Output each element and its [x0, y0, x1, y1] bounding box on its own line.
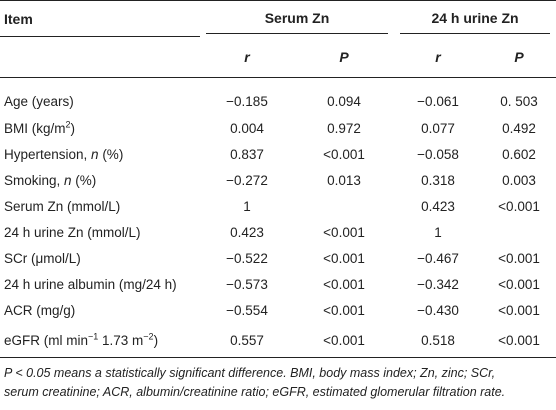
correlation-table: Item Serum Zn 24 h urine Zn r P r P Age … — [0, 0, 556, 358]
cell-r-urine: −0.467 — [417, 250, 459, 266]
cell-r-serum: −0.272 — [226, 172, 268, 188]
cell-p-serum: <0.001 — [323, 276, 365, 292]
cell-r-serum: 0.837 — [230, 146, 264, 162]
cell-p-urine: <0.001 — [498, 276, 540, 292]
cell-p-urine: <0.001 — [482, 323, 556, 358]
cell-r-urine: 0.318 — [421, 172, 455, 188]
row-label: SCr (μmol/L) — [4, 250, 81, 266]
table-row: BMI (kg/m2) 0.004 0.972 0.077 0.492 — [0, 115, 556, 141]
cell-r-serum: 0.004 — [230, 120, 264, 136]
table-row: Smoking, n (%) −0.272 0.013 0.318 0.003 — [0, 167, 556, 193]
cell-p-urine: 0. 503 — [500, 94, 538, 109]
header-urine-zn-label: 24 h urine Zn — [400, 10, 551, 35]
cell-p-serum: 0.013 — [327, 172, 361, 188]
cell-r-serum: −0.185 — [226, 94, 268, 109]
table-row: Age (years) −0.185 0.094 −0.061 0. 503 — [0, 78, 556, 116]
header-r-serum: r — [200, 36, 294, 78]
cell-r-serum: 0.557 — [200, 323, 294, 358]
row-label: Hypertension, n (%) — [4, 146, 124, 162]
row-label: 24 h urine albumin (mg/24 h) — [4, 276, 177, 292]
header-item: Item — [0, 0, 200, 37]
table-row: ACR (mg/g) −0.554 <0.001 −0.430 <0.001 — [0, 297, 556, 323]
cell-p-serum — [294, 193, 394, 219]
cell-r-urine: 1 — [434, 224, 442, 240]
header-row-stats: r P r P — [0, 36, 556, 78]
cell-r-urine: −0.061 — [417, 94, 459, 109]
header-urine-zn: 24 h urine Zn — [394, 0, 556, 37]
row-label: Age (years) — [4, 94, 74, 109]
cell-p-serum: <0.001 — [323, 224, 365, 240]
cell-p-urine: <0.001 — [498, 250, 540, 266]
cell-r-urine: 0.518 — [394, 323, 483, 358]
cell-r-serum: −0.573 — [226, 276, 268, 292]
cell-r-serum: −0.522 — [226, 250, 268, 266]
cell-r-serum: 1 — [243, 198, 251, 214]
cell-p-serum: <0.001 — [323, 146, 365, 162]
cell-p-urine: 0.003 — [502, 172, 536, 188]
cell-r-urine: −0.342 — [417, 276, 459, 292]
footnote-line-1: P < 0.05 means a statistically significa… — [4, 366, 496, 380]
footnote-line-2: serum creatinine; ACR, albumin/creatinin… — [4, 385, 506, 399]
cell-p-serum: 0.094 — [327, 94, 361, 109]
row-label: Serum Zn (mmol/L) — [4, 198, 121, 214]
row-label: BMI (kg/m2) — [4, 119, 76, 136]
cell-r-urine: 0.077 — [421, 120, 455, 136]
cell-r-urine: −0.430 — [417, 302, 459, 318]
cell-p-serum: 0.972 — [327, 120, 361, 136]
footnote: P < 0.05 means a statistically significa… — [4, 364, 552, 402]
cell-p-urine: 0.492 — [502, 120, 536, 136]
cell-p-serum: <0.001 — [323, 250, 365, 266]
cell-r-urine: 0.423 — [421, 198, 455, 214]
row-label: ACR (mg/g) — [4, 302, 76, 318]
cell-p-urine: <0.001 — [498, 302, 540, 318]
cell-p-serum: <0.001 — [294, 323, 395, 358]
cell-p-serum: <0.001 — [323, 302, 365, 318]
table-row: 24 h urine albumin (mg/24 h) −0.573 <0.001… — [0, 271, 556, 297]
cell-r-serum: −0.554 — [226, 302, 268, 318]
cell-p-urine: 0.602 — [502, 146, 536, 162]
header-blank — [0, 36, 200, 78]
cell-p-urine: <0.001 — [498, 198, 540, 214]
table-row: Serum Zn (mmol/L) 1 0.423 <0.001 — [0, 193, 556, 219]
header-p-serum: P — [294, 36, 395, 78]
cell-p-urine — [482, 219, 556, 245]
table-body: Age (years) −0.185 0.094 −0.061 0. 503 BMI (k… — [0, 78, 556, 358]
table-row: eGFR (ml min−1 1.73 m−2) 0.557 <0.001 0.518… — [0, 323, 556, 358]
table-row: SCr (μmol/L) −0.522 <0.001 −0.467 <0.001 — [0, 245, 556, 271]
header-serum-zn-label: Serum Zn — [206, 10, 389, 35]
row-label: eGFR (ml min−1 1.73 m−2) — [0, 323, 200, 358]
table-row: 24 h urine Zn (mmol/L) 0.423 <0.001 1 — [0, 219, 556, 245]
row-label: 24 h urine Zn (mmol/L) — [4, 224, 141, 240]
header-p-urine: P — [482, 36, 556, 78]
table-row: Hypertension, n (%) 0.837 <0.001 −0.058 0.60… — [0, 141, 556, 167]
row-label: Smoking, n (%) — [4, 172, 97, 188]
header-r-urine: r — [394, 36, 483, 78]
cell-r-urine: −0.058 — [417, 146, 459, 162]
header-row-groups: Item Serum Zn 24 h urine Zn — [0, 0, 556, 37]
cell-r-serum: 0.423 — [230, 224, 264, 240]
header-serum-zn: Serum Zn — [200, 0, 395, 37]
